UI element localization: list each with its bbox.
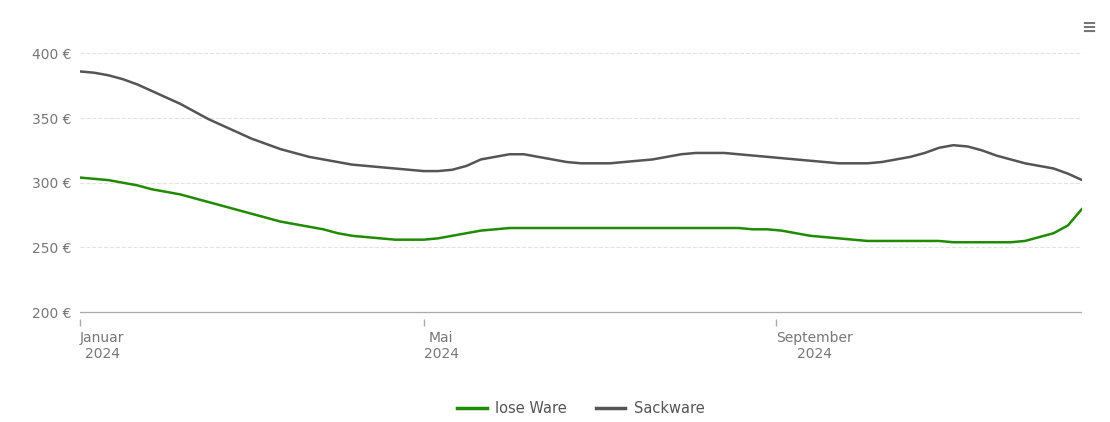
Text: ≡: ≡ [1081, 19, 1097, 37]
Legend: lose Ware, Sackware: lose Ware, Sackware [452, 395, 710, 422]
